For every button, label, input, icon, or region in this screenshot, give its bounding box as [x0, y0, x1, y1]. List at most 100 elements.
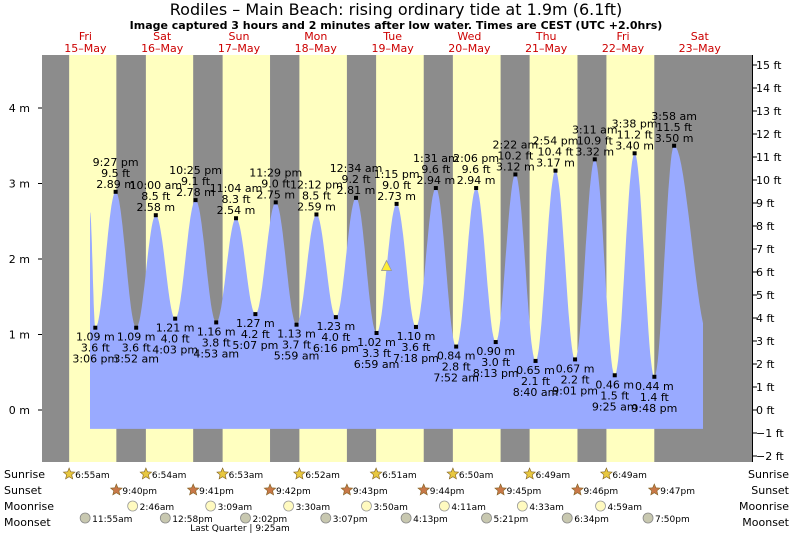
high-tide-m: 2.59 m	[297, 200, 336, 213]
high-tide-time: 11:29 pm	[249, 166, 302, 179]
high-tide-marker	[474, 186, 479, 191]
moonrise-icon	[361, 500, 372, 512]
sunset-time: 9:40pm	[122, 487, 157, 497]
high-tide-m: 2.73 m	[377, 190, 416, 203]
low-tide-ft: 3.6 ft	[122, 342, 152, 355]
sunrise-time: 6:50am	[459, 471, 494, 481]
right-tick-label: 13 ft	[756, 105, 782, 118]
day-name: Fri	[79, 30, 92, 43]
low-tide-ft: 3.8 ft	[202, 336, 232, 349]
low-tide-m: 1.09 m	[76, 331, 115, 344]
day-date: 19–May	[371, 42, 414, 55]
high-tide-ft: 9.0 ft	[382, 179, 412, 192]
high-tide-marker	[113, 189, 118, 194]
high-tide-marker	[193, 198, 198, 203]
high-tide-marker	[153, 213, 158, 218]
sunrise-time: 6:55am	[75, 471, 110, 481]
day-name: Sat	[153, 30, 172, 43]
low-tide-ft: 3.6 ft	[81, 342, 111, 355]
sunrise-time: 6:49am	[612, 471, 647, 481]
moonrise-time: 4:33am	[529, 503, 564, 513]
high-tide-time: 12:34 am	[330, 162, 383, 175]
right-tick-label: 12 ft	[756, 128, 782, 141]
sunrise-icon	[446, 467, 460, 480]
moonrise-time: 2:46am	[140, 503, 175, 513]
sunrise-time: 6:53am	[229, 471, 264, 481]
day-date: 15–May	[64, 42, 107, 55]
day-date: 16–May	[141, 42, 184, 55]
chart-subtitle: Image captured 3 hours and 2 minutes aft…	[130, 19, 663, 32]
low-tide-marker	[374, 330, 379, 335]
sunset-icon	[417, 483, 431, 496]
high-tide-ft: 10.2 ft	[497, 149, 534, 162]
moonset-time: 4:13pm	[413, 515, 448, 525]
legend-moonset-right: Moonset	[742, 516, 789, 529]
legend-sunrise-left: Sunrise	[4, 468, 45, 481]
high-tide-time: 9:27 pm	[93, 156, 139, 169]
sunrise-icon	[599, 467, 613, 480]
sunrise-icon	[62, 467, 76, 480]
right-tick-label: −2 ft	[756, 450, 784, 463]
low-tide-marker	[652, 374, 657, 379]
right-tick-label: 14 ft	[756, 82, 782, 95]
low-tide-time: 3:52 am	[113, 353, 159, 366]
high-tide-marker	[553, 168, 558, 173]
moonset-icon	[561, 512, 573, 524]
high-tide-m: 2.58 m	[136, 201, 175, 214]
low-tide-ft: 2.8 ft	[442, 361, 472, 374]
sunrise-icon	[369, 467, 383, 480]
high-tide-marker	[513, 172, 518, 177]
moonrise-time: 3:09am	[218, 503, 253, 513]
sun-moon-events: 6:55am 6:54am 6:53am 6:52am 6:51am 6:50am 6:49…	[62, 467, 695, 525]
moonset-icon	[159, 512, 171, 524]
chart-title: Rodiles – Main Beach: rising ordinary ti…	[170, 0, 623, 19]
day-date: 22–May	[602, 42, 645, 55]
low-tide-time: 9:48 pm	[631, 402, 677, 415]
high-tide-m: 2.89 m	[96, 178, 135, 191]
low-tide-time: 7:52 am	[433, 372, 479, 385]
high-tide-m: 2.94 m	[417, 174, 456, 187]
moonset-time: 5:21pm	[494, 515, 529, 525]
high-tide-time: 3:38 pm	[612, 117, 658, 130]
moonset-icon	[320, 512, 332, 524]
moonset-time: 12:58pm	[172, 515, 212, 525]
right-tick-label: 3 ft	[756, 335, 775, 348]
sunset-time: 9:46pm	[583, 487, 618, 497]
right-tick-label: 9 ft	[756, 197, 775, 210]
low-tide-marker	[253, 312, 258, 317]
high-tide-time: 2:06 pm	[453, 152, 499, 165]
sunset-icon	[186, 483, 200, 496]
day-date: 20–May	[448, 42, 491, 55]
high-tide-ft: 10.9 ft	[577, 134, 614, 147]
sunrise-time: 6:49am	[536, 471, 571, 481]
high-tide-m: 2.78 m	[176, 186, 215, 199]
low-tide-time: 6:16 pm	[313, 342, 359, 355]
high-tide-marker	[672, 143, 677, 148]
high-tide-time: 2:22 am	[493, 138, 539, 151]
low-tide-ft: 3.6 ft	[401, 341, 431, 354]
left-tick-label: 3 m	[9, 178, 30, 191]
day-name: Sun	[229, 30, 250, 43]
legend-sunrise-right: Sunrise	[748, 468, 789, 481]
right-tick-label: 4 ft	[756, 312, 775, 325]
low-tide-ft: 4.0 ft	[321, 331, 351, 344]
right-tick-label: 6 ft	[756, 266, 775, 279]
sunrise-time: 6:51am	[382, 471, 417, 481]
high-tide-m: 2.81 m	[337, 184, 376, 197]
legend-sunset-left: Sunset	[4, 484, 42, 497]
low-tide-time: 5:07 pm	[232, 339, 278, 352]
low-tide-marker	[573, 357, 578, 362]
low-tide-time: 3:06 pm	[72, 353, 118, 366]
high-tide-time: 3:58 am	[651, 110, 697, 123]
high-tide-m: 3.40 m	[615, 139, 654, 152]
high-tide-marker	[234, 216, 239, 221]
low-tide-ft: 3.0 ft	[481, 356, 511, 369]
sunset-icon	[109, 483, 123, 496]
low-tide-time: 6:59 am	[354, 358, 400, 371]
low-tide-marker	[413, 324, 418, 329]
left-tick-label: 4 m	[9, 102, 30, 115]
low-tide-marker	[214, 320, 219, 325]
low-tide-time: 8:40 am	[513, 386, 559, 399]
sunrise-icon	[523, 467, 537, 480]
